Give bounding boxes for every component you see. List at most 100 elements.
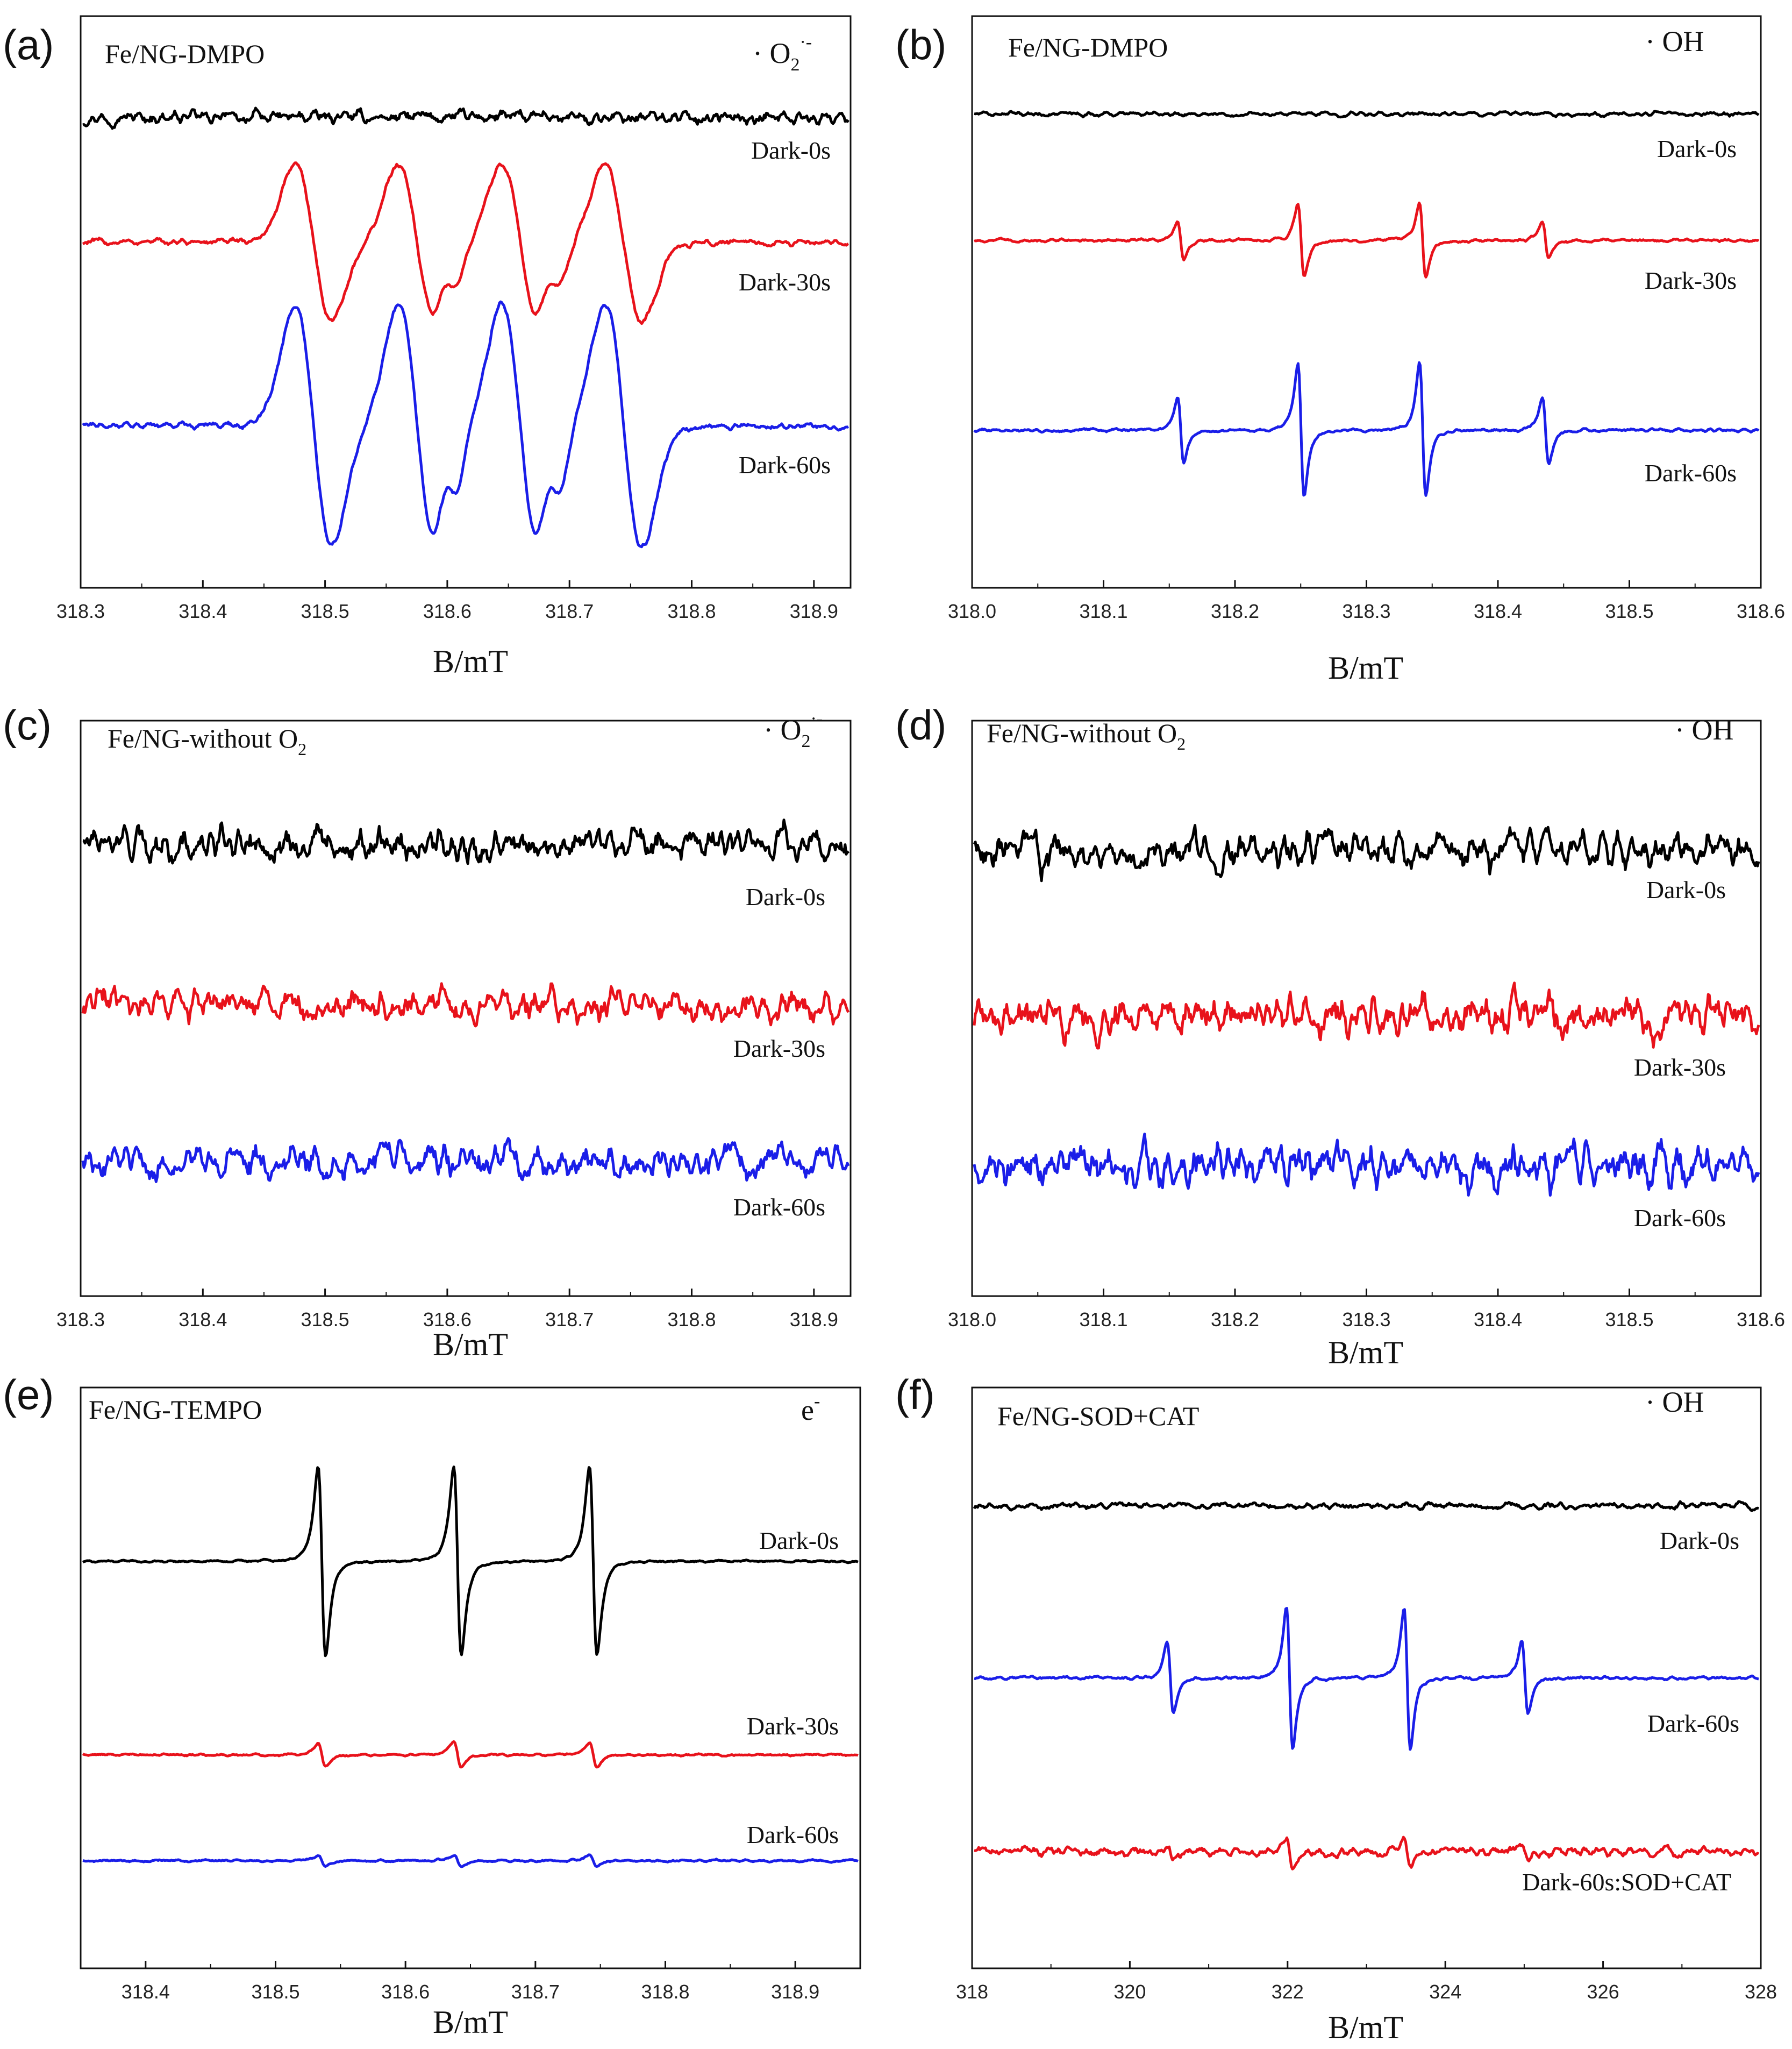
x-tick-label: 318.3 bbox=[1342, 600, 1390, 622]
series-label: Dark-0s bbox=[746, 883, 825, 910]
series-line-Dark-0s bbox=[973, 824, 1760, 883]
x-tick-label: 318.4 bbox=[1474, 600, 1522, 622]
x-tick-label: 318.8 bbox=[667, 1308, 716, 1331]
series-line-Dark-60s bbox=[82, 300, 849, 549]
x-tick-label: 318.1 bbox=[1079, 1308, 1127, 1331]
series-line-Dark-0s bbox=[82, 819, 849, 865]
x-tick-label: 318.7 bbox=[545, 1308, 594, 1331]
x-tick-label: 318.7 bbox=[511, 1981, 560, 2003]
x-tick-label: 318.6 bbox=[423, 1308, 472, 1331]
x-tick-label: 318.7 bbox=[545, 600, 594, 622]
series-line-Dark-60s:SOD+CAT bbox=[974, 1835, 1760, 1870]
radical-label: · OH bbox=[1645, 25, 1704, 58]
x-tick-label: 320 bbox=[1113, 1981, 1146, 2003]
x-tick-label: 318.4 bbox=[179, 1308, 227, 1331]
panel-title: Fe/NG-SOD+CAT bbox=[997, 1401, 1199, 1431]
panel-f: 318 320 322 324 326 328 B/mT (f) Fe/NG-SOD+CAT · … bbox=[895, 1371, 1777, 2045]
x-axis-label: B/mT bbox=[433, 1327, 508, 1362]
x-axis-label: B/mT bbox=[433, 644, 508, 679]
x-tick-label: 318.5 bbox=[251, 1981, 299, 2003]
x-tick-label: 318.5 bbox=[1605, 1308, 1653, 1331]
x-tick-label: 318.0 bbox=[948, 600, 996, 622]
x-tick-label: 318.2 bbox=[1211, 600, 1259, 622]
series-label: Dark-60s:SOD+CAT bbox=[1522, 1868, 1731, 1896]
radical-label: · OH bbox=[1645, 1386, 1704, 1418]
series-line-Dark-30s bbox=[82, 1740, 859, 1769]
panel-c: 318.3 318.4 318.5 318.6 318.7 318.8 318.9 B/mT (… bbox=[3, 701, 852, 1362]
series-label: Dark-0s bbox=[1660, 1527, 1739, 1554]
x-tick-label: 318.5 bbox=[301, 1308, 349, 1331]
series-line-Dark-0s bbox=[82, 106, 850, 130]
x-tick-label: 318.2 bbox=[1211, 1308, 1259, 1331]
panel-title: Fe/NG-DMPO bbox=[105, 39, 265, 69]
plot-frame bbox=[80, 15, 852, 589]
x-tick-label: 318.4 bbox=[179, 600, 227, 622]
series-label: Dark-0s bbox=[1657, 135, 1737, 162]
x-tick-label: 318.3 bbox=[56, 1308, 105, 1331]
plot-frame bbox=[971, 15, 1762, 589]
panel-label: (d) bbox=[895, 701, 946, 749]
x-tick-label: 318.3 bbox=[1342, 1308, 1390, 1331]
x-tick-label: 318.9 bbox=[790, 1308, 838, 1331]
series-line-Dark-60s bbox=[81, 1137, 850, 1183]
series-label: Dark-0s bbox=[751, 137, 831, 164]
series-label: Dark-0s bbox=[759, 1527, 839, 1554]
x-tick-label: 318.6 bbox=[1737, 1308, 1785, 1331]
radical-label: · O2·- bbox=[753, 32, 812, 75]
plot-frame bbox=[80, 720, 852, 1297]
x-tick-label: 318.8 bbox=[641, 1981, 689, 2003]
x-tick-label: 318 bbox=[956, 1981, 988, 2003]
series-line-Dark-60s bbox=[973, 1133, 1760, 1197]
panel-e: 318.4 318.5 318.6 318.7 318.8 318.9 B/mT (e) Fe/… bbox=[3, 1371, 861, 2040]
x-tick-label: 328 bbox=[1745, 1981, 1777, 2003]
x-tick-label: 318.4 bbox=[1474, 1308, 1522, 1331]
x-tick-label: 318.9 bbox=[790, 600, 838, 622]
series-label: Dark-30s bbox=[1634, 1054, 1726, 1081]
series-label: Dark-30s bbox=[747, 1712, 839, 1740]
panel-d: 318.0 318.1 318.2 318.3 318.4 318.5 318.6 B/mT (… bbox=[895, 701, 1785, 1370]
x-tick-label: 318.9 bbox=[771, 1981, 819, 2003]
x-axis-label: B/mT bbox=[433, 2004, 508, 2040]
series-line-Dark-30s bbox=[974, 201, 1760, 279]
series-line-Dark-60s bbox=[82, 1853, 859, 1868]
series-line-Dark-0s bbox=[973, 1500, 1759, 1512]
panel-title: Fe/NG-without O2 bbox=[987, 718, 1186, 753]
panel-label: (a) bbox=[3, 21, 54, 68]
series-line-Dark-0s bbox=[82, 1465, 859, 1657]
series-line-Dark-60s bbox=[973, 361, 1760, 497]
series-label: Dark-60s bbox=[733, 1193, 825, 1221]
series-line-Dark-0s bbox=[974, 110, 1760, 119]
radical-label: · OH bbox=[1675, 714, 1733, 746]
x-tick-label: 318.3 bbox=[56, 600, 105, 622]
panel-title: Fe/NG-TEMPO bbox=[89, 1395, 262, 1425]
plot-frame bbox=[80, 1386, 861, 1969]
panel-a: 318.3 318.4 318.5 318.6 318.7 318.8 318.9 B/mT (… bbox=[3, 15, 852, 679]
series-label: Dark-60s bbox=[1645, 459, 1737, 487]
x-tick-label: 318.6 bbox=[423, 600, 472, 622]
series-label: Dark-30s bbox=[1645, 267, 1737, 294]
panel-label: (e) bbox=[3, 1371, 54, 1418]
x-tick-label: 318.6 bbox=[381, 1981, 430, 2003]
series-label: Dark-60s bbox=[739, 451, 831, 479]
series-label: Dark-60s bbox=[1647, 1710, 1739, 1737]
x-tick-label: 324 bbox=[1429, 1981, 1461, 2003]
series-label: Dark-30s bbox=[739, 268, 831, 296]
x-tick-label: 318.5 bbox=[1605, 600, 1653, 622]
series-line-Dark-30s bbox=[81, 982, 850, 1028]
x-tick-label: 318.0 bbox=[948, 1308, 996, 1331]
series-line-Dark-30s bbox=[973, 981, 1760, 1050]
x-tick-label: 318.1 bbox=[1079, 600, 1127, 622]
series-label: Dark-0s bbox=[1646, 876, 1726, 903]
series-label: Dark-60s bbox=[1634, 1204, 1726, 1232]
x-tick-label: 318.5 bbox=[301, 600, 349, 622]
radical-label: e- bbox=[801, 1391, 820, 1426]
x-tick-label: 322 bbox=[1272, 1981, 1304, 2003]
panel-label: (c) bbox=[3, 701, 52, 749]
x-tick-label: 318.6 bbox=[1737, 600, 1785, 622]
x-tick-label: 318.8 bbox=[667, 600, 716, 622]
panel-title: Fe/NG-without O2 bbox=[108, 723, 306, 759]
x-tick-label: 318.4 bbox=[122, 1981, 170, 2003]
x-axis-label: B/mT bbox=[1328, 650, 1403, 686]
panel-title: Fe/NG-DMPO bbox=[1008, 32, 1168, 62]
